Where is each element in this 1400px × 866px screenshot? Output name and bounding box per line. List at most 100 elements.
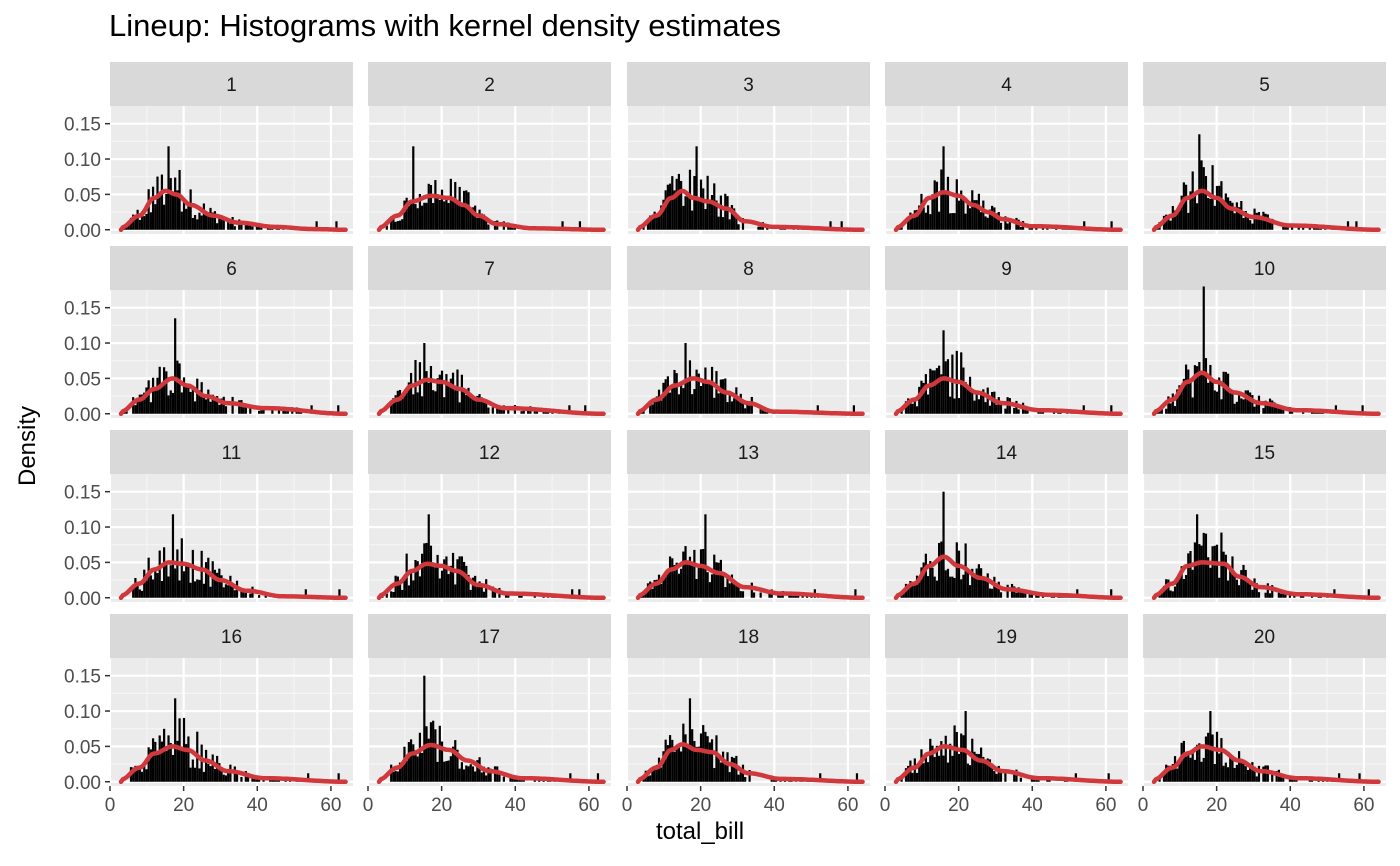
histogram-bar: [443, 559, 446, 598]
histogram-bar: [429, 722, 433, 782]
histogram-bar: [935, 181, 939, 230]
histogram-bar: [1202, 757, 1205, 782]
histogram-bar: [167, 146, 170, 230]
histogram-bar: [1229, 200, 1232, 230]
histogram-bar: [944, 191, 947, 230]
histogram-bar: [664, 379, 667, 414]
histogram-bar: [966, 763, 969, 782]
histogram-bar: [699, 179, 703, 230]
histogram-bar: [671, 558, 674, 598]
histogram-bar: [427, 738, 430, 782]
histogram-bar: [1180, 742, 1183, 782]
histogram-bar: [401, 589, 404, 598]
histogram-bar: [1211, 734, 1214, 782]
histogram-bar: [578, 589, 581, 598]
histogram-bar: [1246, 769, 1250, 782]
histogram-bar: [1165, 214, 1168, 230]
histogram-bar: [666, 745, 669, 782]
histogram-bar: [249, 222, 252, 230]
histogram-bar: [984, 402, 987, 414]
histogram-bar: [158, 735, 161, 782]
histogram-bar: [673, 190, 676, 230]
histogram-bar: [471, 395, 475, 414]
y-tick-label: 0.05: [64, 553, 101, 574]
histogram-bar: [220, 398, 223, 414]
histogram-bar: [427, 183, 430, 230]
histogram-bar: [1191, 753, 1194, 782]
histogram-bar: [390, 591, 393, 598]
histogram-bar: [664, 739, 667, 782]
histogram-bar: [1200, 545, 1203, 598]
histogram-bar: [171, 392, 175, 414]
density-curve: [118, 376, 348, 417]
histogram-bar: [951, 576, 954, 598]
histogram-bar: [695, 369, 698, 414]
histogram-bar: [1209, 567, 1212, 598]
histogram-bar: [984, 216, 987, 230]
histogram-bar: [1271, 585, 1274, 598]
histogram-bar: [158, 366, 161, 414]
histogram-bar: [458, 186, 461, 230]
x-tick-label: 60: [1353, 795, 1374, 816]
histogram-bar: [1231, 759, 1234, 782]
histogram-bar: [240, 589, 243, 598]
density-curve: [1151, 560, 1381, 601]
histogram-bar: [686, 561, 689, 598]
density-curve: [1151, 744, 1381, 785]
histogram-bar: [684, 196, 687, 230]
histogram-bar: [416, 208, 419, 230]
histogram-bar: [737, 774, 740, 782]
histogram-bar: [160, 580, 164, 598]
histogram-bar: [728, 390, 731, 414]
histogram-bar: [717, 393, 720, 414]
histogram-bar: [222, 396, 225, 414]
histogram-bar: [713, 183, 716, 230]
histogram-bar: [160, 741, 164, 782]
histogram-bar: [425, 726, 428, 782]
histogram-bar: [211, 212, 214, 230]
histogram-bar: [931, 567, 934, 598]
histogram-bar: [733, 208, 736, 230]
histogram-bar: [666, 184, 669, 230]
histogram-bar: [445, 198, 448, 230]
histogram-bar: [440, 570, 444, 598]
facet-panel-17: 17 0 20 40 60: [363, 614, 611, 816]
histogram-bar: [1240, 398, 1243, 414]
histogram-bar: [1167, 765, 1170, 782]
histogram-bar: [193, 401, 197, 414]
histogram-bar: [975, 200, 978, 230]
histogram-bar: [178, 169, 181, 230]
histogram-bar: [666, 376, 669, 414]
histogram-bar: [680, 568, 683, 598]
histogram-bar: [971, 568, 974, 598]
density-curve: [635, 188, 865, 233]
histogram-bar: [1277, 592, 1280, 598]
x-tick-label: 20: [690, 795, 711, 816]
histogram-bar: [671, 739, 674, 782]
histogram-bar: [1169, 220, 1172, 230]
histogram-bar: [675, 562, 678, 598]
facet-panel-2: 2: [366, 62, 611, 234]
histogram-bar: [1255, 776, 1258, 782]
histogram-bar: [1213, 390, 1216, 414]
histogram-bar: [673, 369, 676, 414]
facet-panel-1: 1 0.00 0.05 0.10 0.15: [64, 62, 353, 242]
histogram-bar: [962, 198, 965, 230]
histogram-bar: [944, 361, 947, 414]
histogram-bar: [1233, 213, 1236, 230]
histogram-bar: [993, 576, 996, 598]
histogram-bar: [462, 769, 466, 782]
histogram-bar: [995, 213, 998, 230]
facet-strip-label: 18: [738, 627, 759, 648]
histogram-bar: [233, 590, 236, 598]
histogram-bar: [156, 753, 159, 782]
histogram-bar: [1268, 593, 1272, 598]
facet-strip-label: 14: [996, 443, 1018, 464]
histogram-bar: [163, 728, 166, 782]
histogram-bar: [966, 387, 969, 414]
histogram-bar: [1004, 408, 1007, 414]
histogram-bar: [975, 568, 978, 598]
histogram-bar: [918, 581, 921, 598]
histogram-bar: [686, 378, 689, 414]
histogram-bar: [1184, 184, 1188, 230]
